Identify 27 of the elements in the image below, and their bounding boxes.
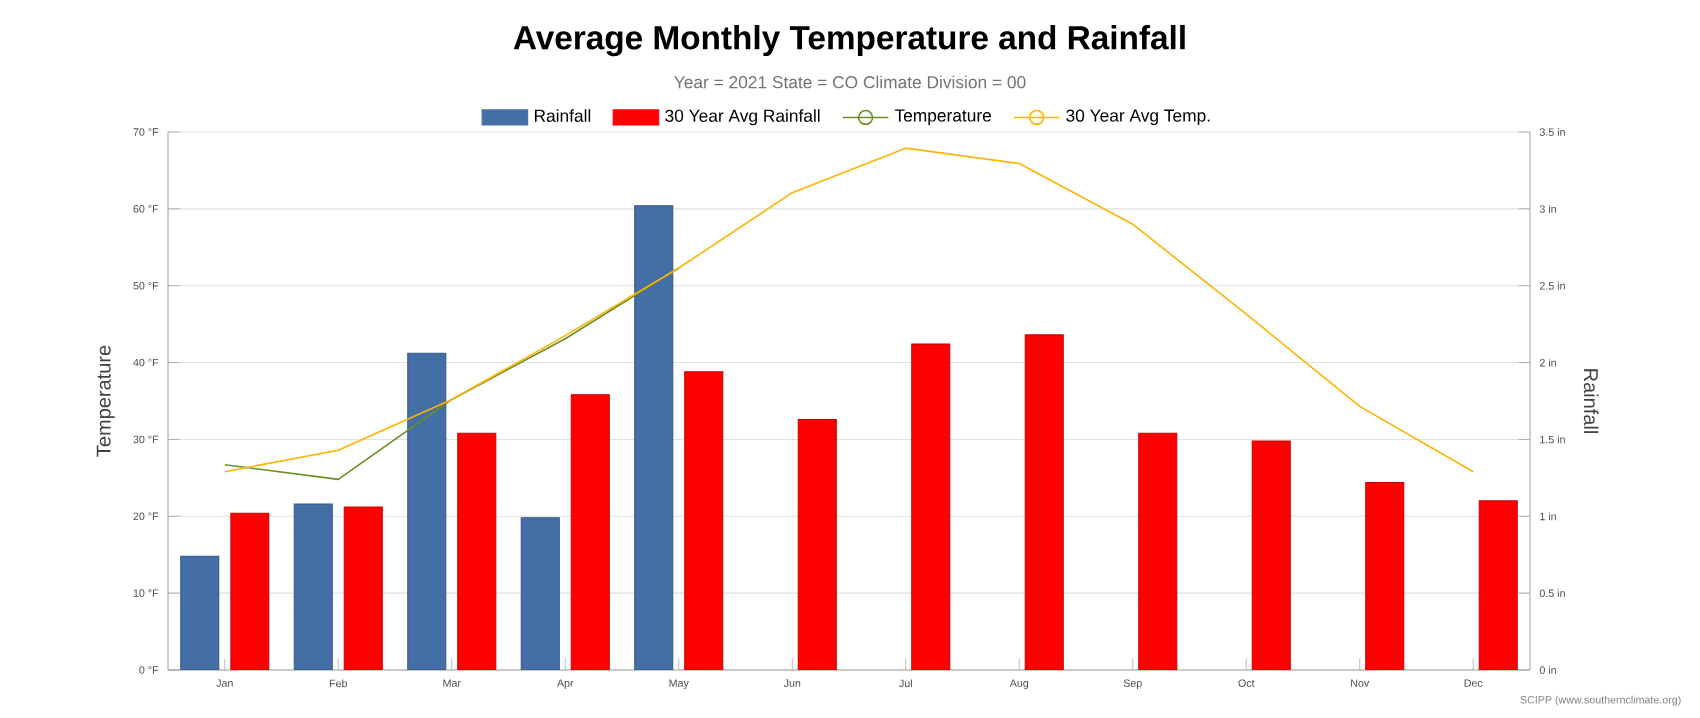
line-series <box>223 147 1475 473</box>
bar <box>911 343 951 670</box>
bar <box>230 512 270 670</box>
chart-title: Average Monthly Temperature and Rainfall <box>513 25 1185 57</box>
legend-label: 30 Year Avg Rainfall <box>665 109 820 126</box>
y2-axis-title: Rainfall <box>1583 369 1599 433</box>
legend-label: Temperature <box>894 109 992 126</box>
bar <box>1478 500 1518 670</box>
legend-label: 30 Year Avg Temp. <box>1066 109 1210 126</box>
bar <box>797 418 837 670</box>
bar <box>343 506 383 670</box>
bar <box>293 503 333 670</box>
bar <box>407 352 447 670</box>
bar <box>684 371 724 670</box>
line-series <box>223 267 680 481</box>
chart-subtitle: Year = 2021 State = CO Climate Division = 00 <box>674 75 1026 89</box>
bar <box>1138 432 1178 670</box>
bar <box>1251 440 1291 670</box>
legend-label: Rainfall <box>534 109 591 122</box>
bar <box>634 205 674 670</box>
bar <box>520 517 560 670</box>
y-axis-title: Temperature <box>96 345 115 457</box>
bar <box>1365 481 1405 670</box>
bar <box>1024 334 1064 670</box>
bar <box>180 555 220 670</box>
bar <box>457 432 497 670</box>
bar <box>570 394 610 670</box>
